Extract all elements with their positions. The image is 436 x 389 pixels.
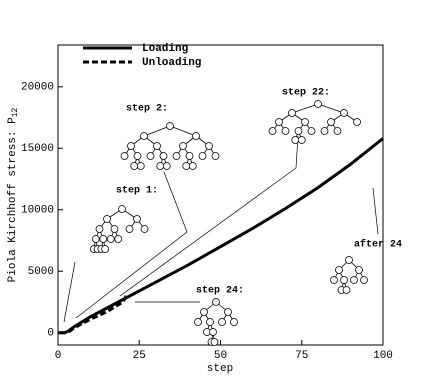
arrow [63,261,76,323]
tree-node [205,142,213,150]
tree-node [275,118,283,126]
tree-node [103,215,111,223]
tree-node [333,127,342,135]
tree-node [179,142,187,150]
tree-node [106,235,115,243]
tree-node [194,318,202,326]
tree-node [314,100,322,108]
plot-frame [57,44,384,346]
tree-node [114,235,123,243]
tree-node [133,152,142,160]
tree-node [127,142,135,150]
tree-node [355,266,363,274]
tree-node [320,127,329,135]
tree-node [301,118,309,126]
tree-edge [169,125,197,137]
tree-node [218,318,226,326]
tree-node [172,152,181,160]
tree-node [340,109,348,117]
tree-node [162,162,171,170]
tree-node [307,127,316,135]
tree-node [192,132,200,140]
tree-edge [291,103,319,114]
tree-node [211,152,220,160]
annotation: step 2: [126,104,168,115]
annotation: step 1: [116,186,158,197]
arrow [75,171,188,319]
tree-node [212,298,220,306]
tree-node [130,162,139,170]
tree-node [185,152,194,160]
tree-node [342,286,351,294]
tree-node [110,225,119,233]
tree-node [95,225,104,233]
tree-node [198,152,207,160]
tree-node [120,152,129,160]
tree-node [118,205,126,213]
tree-node [268,127,277,135]
tree-node [182,162,191,170]
arrows [63,135,379,323]
tree-node [146,152,155,160]
tree-node [153,142,161,150]
tree-edge [317,103,345,114]
tree-node [125,225,134,233]
tree-node [101,245,110,253]
tree-node [335,266,343,274]
y-tick-label: 5000 [28,266,54,278]
arrow [372,187,379,235]
tree-node [297,136,306,144]
y-axis-label-text: Piola Kirchhoff stress: P [7,117,19,282]
tree-node [206,318,214,326]
x-axis-label: step [207,363,233,375]
tree-node [200,308,208,316]
tree-node [136,162,145,170]
tree-node [140,132,148,140]
annotation: after 24 [354,239,402,251]
y-tick-label: 10000 [21,205,54,217]
tree-node [166,122,174,130]
x-tick-label: 75 [295,350,308,362]
tree-edge [143,125,171,137]
tree-node [288,109,296,117]
tree-node [210,338,219,346]
y-axis-label: Piola Kirchhoff stress: P12 [7,107,20,282]
legend-label: Loading [142,43,188,55]
tree-node [353,118,361,126]
annotation: step 22: [282,88,330,99]
tree-node [91,235,100,243]
tree-node [159,152,168,160]
annotation: step 24: [196,286,244,297]
tree-node [224,308,232,316]
tree-node [340,276,348,284]
x-tick-label: 50 [214,350,227,362]
tree-node [188,162,197,170]
y-tick-label: 15000 [21,143,54,155]
tree-node [209,328,217,336]
arrow [119,135,299,297]
tree-node [350,276,358,284]
tree-diagrams [89,100,368,346]
tree-node [230,318,238,326]
tree-node [133,215,141,223]
tree-node [291,136,300,144]
tree-node [330,276,338,284]
tree-node [345,256,353,264]
x-tick-label: 100 [373,350,393,362]
tree-node [156,162,165,170]
tree-node [327,118,335,126]
y-tick-label: 20000 [21,82,54,94]
tree-node [99,235,108,243]
data-line [58,137,384,335]
x-tick-label: 25 [133,350,146,362]
x-tick-label: 0 [55,350,62,362]
tree-node [281,127,290,135]
tree-node [140,225,149,233]
y-axis-label-subscript: 12 [11,107,20,117]
tree-node [294,127,303,135]
tree-node [360,276,368,284]
y-tick-label: 0 [47,328,54,340]
legend-label: Unloading [142,57,201,69]
